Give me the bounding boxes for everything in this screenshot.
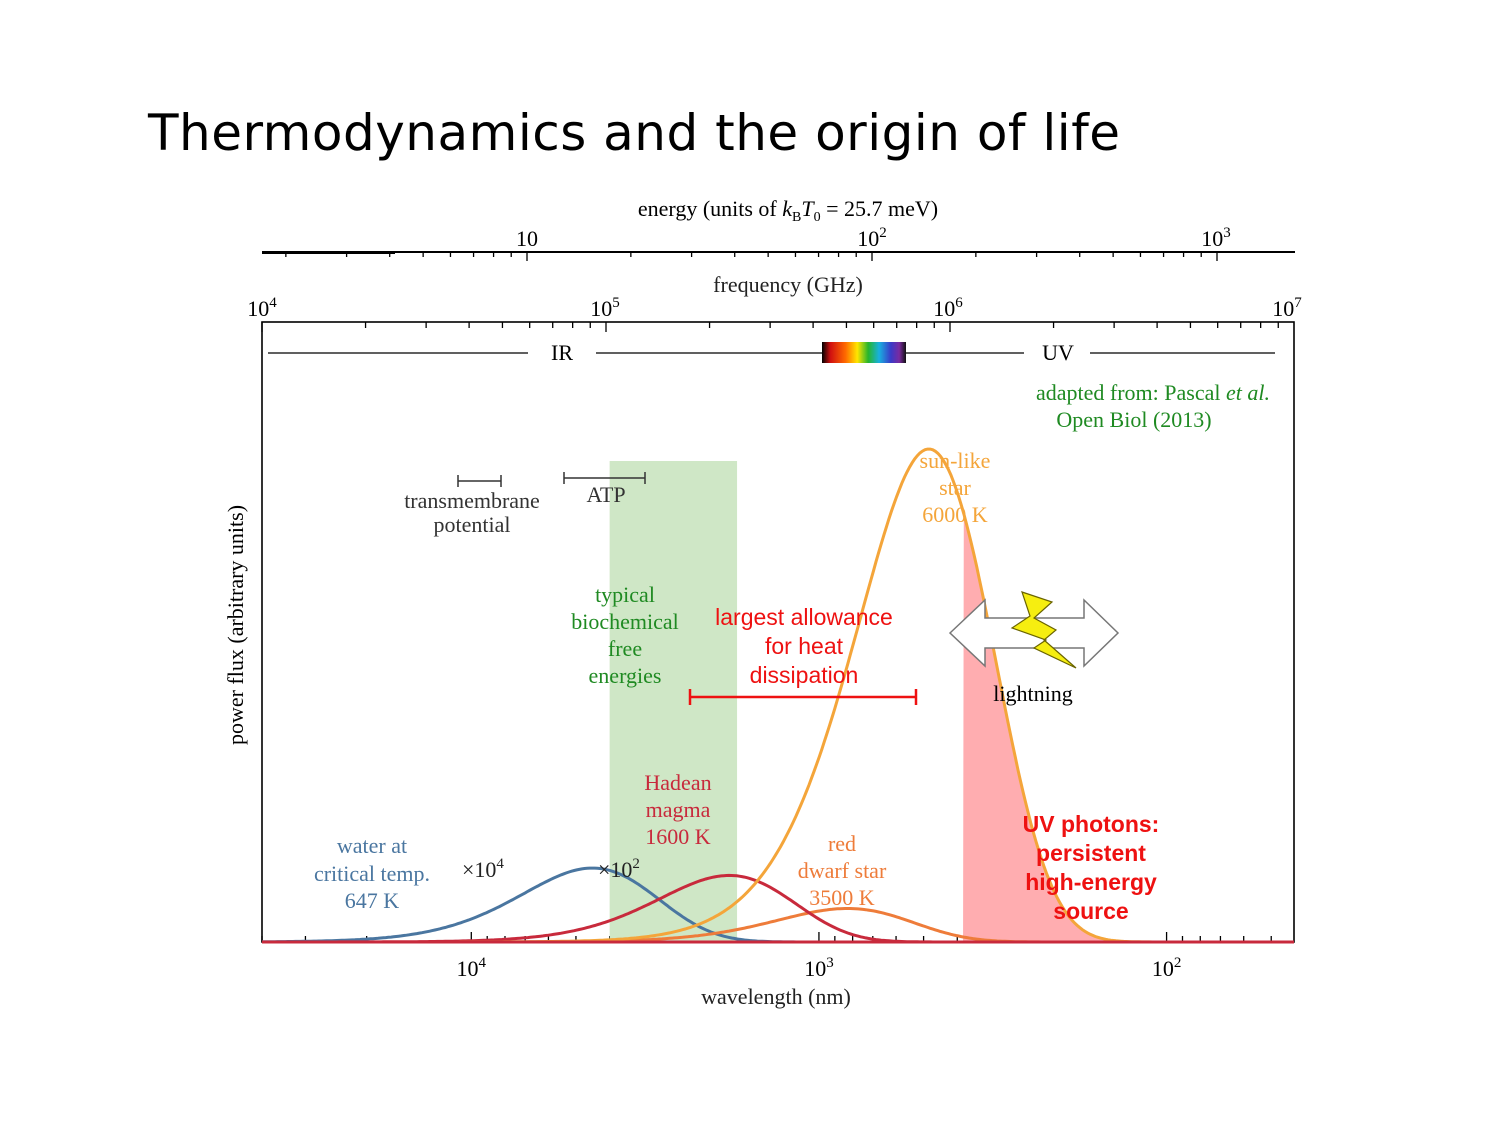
energy-minor-ticks: [285, 252, 1218, 261]
uv-photons-label: high-energy: [1025, 869, 1157, 895]
water-label: 647 K: [345, 888, 400, 913]
sun-label: star: [939, 475, 971, 500]
frequency-tick-label: 106: [933, 295, 963, 321]
sun-label: 6000 K: [922, 502, 988, 527]
biochemical-energy-label: free: [608, 636, 642, 661]
uv-photons-label: source: [1053, 898, 1128, 924]
uv-shaded-region: [963, 513, 1294, 942]
ir-band-label: IR: [551, 340, 573, 365]
transmembrane-label: transmembrane: [404, 488, 540, 513]
source-annotation: adapted from: Pascal et al.: [1036, 380, 1270, 405]
magma-label: 1600 K: [645, 824, 711, 849]
frequency-tick-label: 107: [1272, 295, 1302, 321]
biochemical-energy-label: energies: [589, 663, 662, 688]
uv-band-label: UV: [1042, 340, 1074, 365]
red-dwarf-curve: [262, 907, 1294, 944]
uv-photons-label: persistent: [1036, 840, 1146, 866]
red-dwarf-label: 3500 K: [809, 885, 875, 910]
wavelength-tick-label: 104: [457, 955, 487, 981]
uv-photons-label: UV photons:: [1023, 811, 1160, 837]
biochemical-energy-label: typical: [595, 582, 655, 607]
water-label: critical temp.: [314, 861, 430, 886]
wavelength-tick-label: 102: [1152, 955, 1182, 981]
wavelength-axis-label: wavelength (nm): [701, 984, 851, 1009]
biochemical-energy-label: biochemical: [571, 609, 679, 634]
scale-factor-label: ×104: [462, 856, 504, 882]
frequency-tick-label: 105: [590, 295, 620, 321]
heat-dissipation-label: for heat: [765, 633, 844, 659]
energy-tick-label: 102: [857, 225, 887, 251]
energy-tick-label: 103: [1201, 225, 1231, 251]
sun-label: sun-like: [920, 448, 991, 473]
heat-dissipation-label: largest allowance: [715, 604, 893, 630]
red-dwarf-label: dwarf star: [798, 858, 887, 883]
heat-dissipation-bracket: [688, 689, 918, 705]
energy-axis-label: energy (units of kBT0 = 25.7 meV): [638, 196, 938, 225]
biochemical-energy-region: [609, 461, 738, 942]
atp-label: ATP: [586, 482, 625, 507]
frequency-tick-label: 104: [247, 295, 277, 321]
y-axis-label: power flux (arbitrary units): [223, 505, 248, 745]
wavelength-tick-label: 103: [804, 955, 834, 981]
visible-spectrum: [822, 342, 906, 363]
scale-factor-label: ×102: [598, 856, 640, 882]
transmembrane-label: potential: [434, 512, 511, 537]
heat-dissipation-label: dissipation: [750, 662, 859, 688]
red-dwarf-label: red: [828, 831, 856, 856]
magma-label: Hadean: [644, 770, 711, 795]
energy-tick-label: 10: [516, 226, 538, 251]
slide-title: Thermodynamics and the origin of life: [148, 104, 1121, 162]
lightning-icon: [948, 591, 1120, 669]
transmembrane-bracket: [457, 475, 502, 487]
atp-bracket: [563, 472, 646, 484]
magma-label: magma: [646, 797, 711, 822]
lightning-label: lightning: [993, 681, 1072, 706]
source-annotation-journal: Open Biol (2013): [1056, 407, 1211, 432]
frequency-axis-label: frequency (GHz): [713, 272, 863, 297]
water-label: water at: [337, 833, 407, 858]
